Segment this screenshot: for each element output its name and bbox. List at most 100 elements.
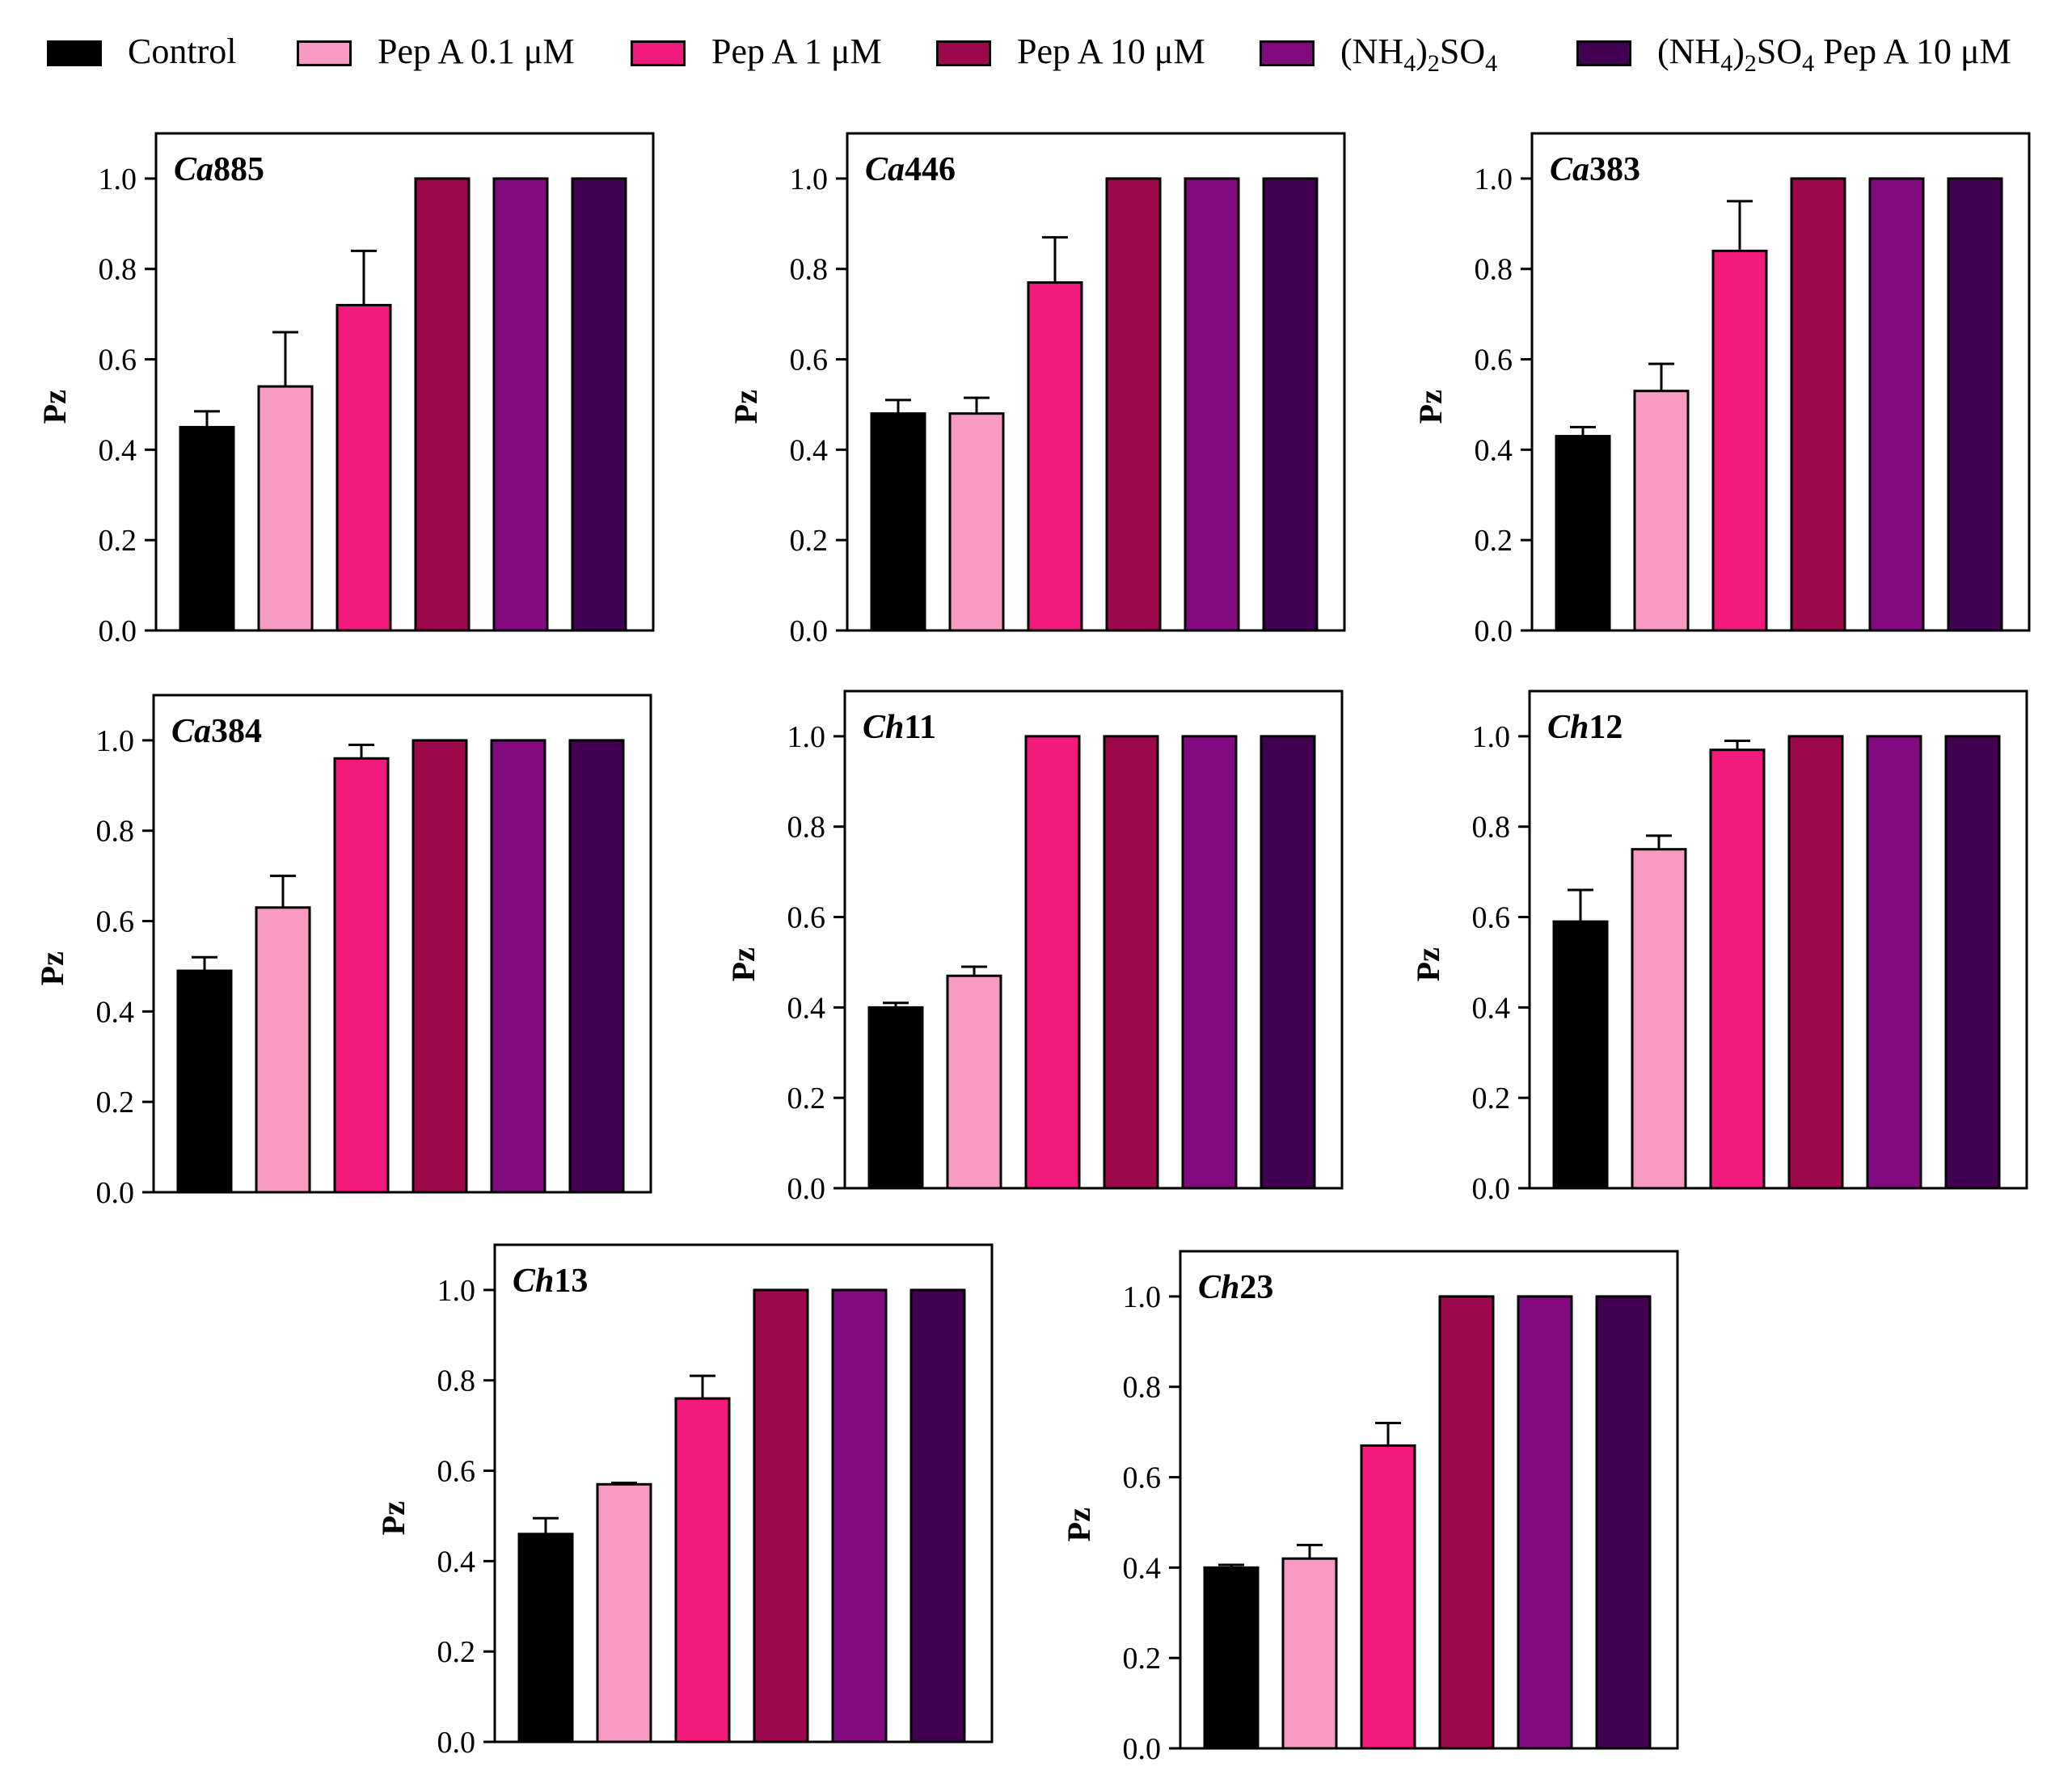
- y-tick-label: 0.0: [1472, 1172, 1511, 1206]
- bar-1: [867, 1006, 924, 1190]
- y-axis-label: Pz: [1412, 390, 1449, 424]
- y-tick-label: 0.2: [1472, 1082, 1511, 1115]
- panel-title: Ca885: [174, 151, 264, 188]
- bar-2: [948, 412, 1005, 632]
- plot-frame: [1528, 689, 2028, 1190]
- bar-6: [1262, 177, 1319, 632]
- y-axis-label: Pz: [36, 390, 73, 424]
- legend-label: Pep A 10 μM: [1017, 32, 1205, 71]
- bar-6: [1260, 735, 1316, 1190]
- bar-3: [674, 1397, 731, 1744]
- y-tick-label: 0.4: [1475, 433, 1513, 467]
- y-tick-label: 0.0: [96, 1176, 135, 1210]
- chart-svg: 0.0 0.2 0.4 0.6 0.8 1.0 Pz Ca383: [1412, 132, 2031, 648]
- y-tick-label: 0.6: [1123, 1461, 1162, 1495]
- y-tick-label: 0.8: [1475, 253, 1513, 287]
- bar-4: [1103, 735, 1159, 1190]
- bar-4: [414, 177, 471, 632]
- y-tick-label: 0.4: [1123, 1551, 1162, 1585]
- bar-6: [1595, 1295, 1652, 1750]
- y-tick-label: 0.6: [787, 901, 826, 935]
- y-tick-label: 0.0: [787, 1172, 826, 1206]
- y-axis-label: Pz: [725, 947, 762, 981]
- y-tick-label: 0.0: [99, 614, 137, 648]
- bar-2: [257, 385, 314, 632]
- bar-3: [1709, 748, 1766, 1190]
- panel-title: Ch23: [1198, 1269, 1273, 1306]
- chart-panel-ch12: 0.0 0.2 0.4 0.6 0.8 1.0 Pz Ch12: [1408, 689, 2035, 1206]
- bar-3: [1024, 735, 1081, 1190]
- y-tick-label: 0.6: [1472, 901, 1511, 935]
- y-tick-label: 0.2: [437, 1635, 476, 1669]
- bar-4: [753, 1288, 809, 1744]
- bar-6: [909, 1288, 966, 1744]
- bar-6: [1944, 735, 2001, 1190]
- y-tick-label: 0.2: [787, 1082, 826, 1115]
- bar-3: [1360, 1444, 1416, 1750]
- y-axis-label: Pz: [728, 390, 764, 424]
- y-tick-label: 1.0: [437, 1274, 476, 1308]
- y-tick-label: 0.4: [96, 995, 135, 1029]
- y-tick-label: 0.6: [96, 905, 135, 939]
- plot-frame: [843, 689, 1344, 1190]
- legend-label: Control: [128, 32, 237, 71]
- chart-svg: 0.0 0.2 0.4 0.6 0.8 1.0 Pz Ca446: [728, 132, 1346, 648]
- y-axis-label: Pz: [375, 1501, 411, 1535]
- y-tick-label: 0.6: [1475, 344, 1513, 377]
- legend-label: (NH4)2SO4: [1340, 32, 1498, 77]
- y-tick-label: 0.4: [787, 991, 826, 1025]
- bar-1: [1555, 435, 1611, 632]
- bar-2: [946, 974, 1002, 1190]
- bar-6: [571, 177, 627, 632]
- plot-frame: [493, 1243, 994, 1744]
- bar-5: [490, 739, 546, 1194]
- bar-4: [1790, 177, 1846, 632]
- y-tick-label: 0.2: [99, 524, 137, 558]
- chart-panel-ca383: 0.0 0.2 0.4 0.6 0.8 1.0 Pz Ca383: [1411, 132, 2037, 648]
- bar-2: [1631, 848, 1687, 1190]
- chart-panel-ca446: 0.0 0.2 0.4 0.6 0.8 1.0 Pz Ca446: [726, 132, 1352, 648]
- bar-1: [179, 425, 235, 632]
- plot-frame: [1179, 1250, 1679, 1750]
- bar-3: [1027, 281, 1083, 632]
- y-tick-label: 0.6: [790, 344, 829, 377]
- y-tick-label: 1.0: [99, 162, 137, 196]
- panel-title: Ch11: [863, 709, 936, 746]
- panel-title: Ch12: [1547, 709, 1623, 746]
- bar-2: [1281, 1557, 1338, 1750]
- y-axis-label: Pz: [34, 951, 70, 985]
- bar-5: [1866, 735, 1922, 1190]
- plot-frame: [846, 132, 1346, 632]
- bar-1: [1203, 1566, 1260, 1750]
- legend-swatch: [47, 40, 102, 66]
- y-tick-label: 0.8: [437, 1364, 476, 1398]
- chart-panel-ch13: 0.0 0.2 0.4 0.6 0.8 1.0 Pz Ch13: [373, 1243, 1000, 1760]
- plot-frame: [152, 694, 652, 1194]
- chart-panel-ch11: 0.0 0.2 0.4 0.6 0.8 1.0 Pz Ch11: [724, 689, 1350, 1206]
- chart-svg: 0.0 0.2 0.4 0.6 0.8 1.0 Pz Ca885: [36, 132, 655, 648]
- bar-3: [1711, 249, 1768, 632]
- y-axis-label: Pz: [1410, 947, 1446, 981]
- y-tick-label: 1.0: [1475, 162, 1513, 196]
- y-tick-label: 0.0: [790, 614, 829, 648]
- chart-panel-ca384: 0.0 0.2 0.4 0.6 0.8 1.0 Pz Ca384: [32, 694, 659, 1210]
- y-tick-label: 0.8: [790, 253, 829, 287]
- legend-label: Pep A 1 μM: [711, 32, 882, 71]
- y-tick-label: 0.2: [96, 1086, 135, 1119]
- y-tick-label: 0.6: [437, 1455, 476, 1489]
- chart-panel-ca885: 0.0 0.2 0.4 0.6 0.8 1.0 Pz Ca885: [35, 132, 661, 648]
- legend: Control Pep A 0.1 μM Pep A 1 μM Pep A 10…: [0, 0, 2072, 113]
- legend-label: (NH4)2SO4 Pep A 10 μM: [1657, 32, 2011, 77]
- y-tick-label: 0.0: [437, 1726, 476, 1760]
- y-tick-label: 0.2: [1123, 1642, 1162, 1676]
- bar-5: [831, 1288, 888, 1744]
- y-tick-label: 0.4: [437, 1545, 476, 1579]
- chart-svg: 0.0 0.2 0.4 0.6 0.8 1.0 Pz Ch11: [725, 689, 1344, 1206]
- bar-1: [1552, 920, 1609, 1190]
- bar-5: [1184, 177, 1240, 632]
- bar-1: [870, 412, 926, 632]
- bar-5: [1517, 1295, 1573, 1750]
- y-tick-label: 0.8: [787, 811, 826, 845]
- y-tick-label: 0.0: [1123, 1732, 1162, 1766]
- y-tick-label: 0.8: [1123, 1371, 1162, 1405]
